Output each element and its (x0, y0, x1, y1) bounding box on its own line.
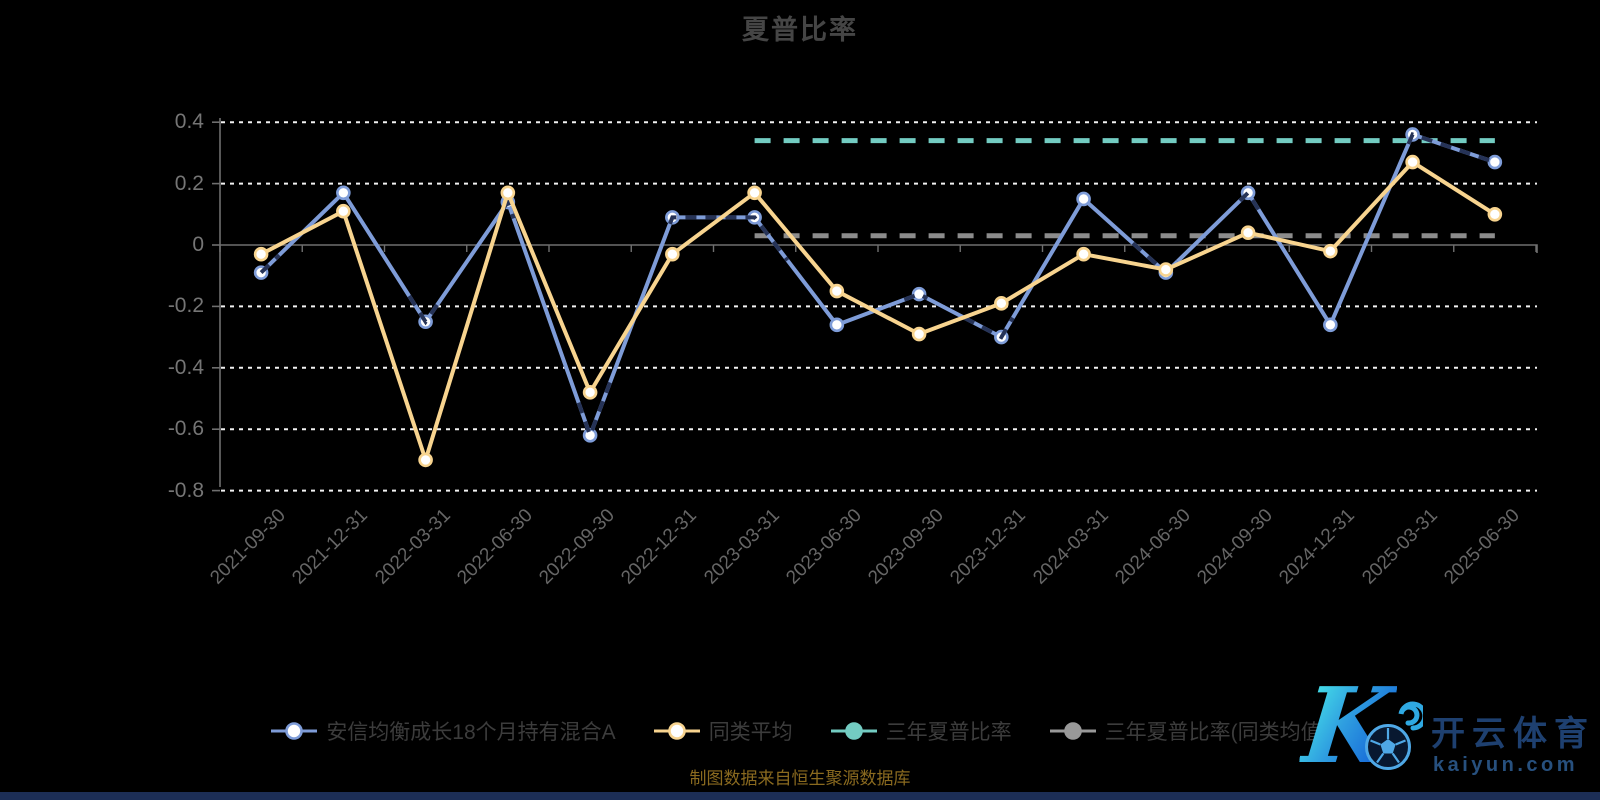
legend-marker-icon (1049, 722, 1096, 740)
source-note: 制图数据来自恒生聚源数据库 (689, 769, 911, 788)
legend-marker-icon (653, 722, 700, 740)
fund-line-dash-overlay (1238, 189, 1262, 213)
data-point-marker (747, 185, 762, 201)
data-point-marker (1405, 154, 1420, 170)
legend-marker-icon (830, 722, 877, 740)
fund-line-dash-overlay (407, 294, 439, 326)
data-point-marker (1323, 317, 1338, 333)
y-axis-label: -0.4 (167, 355, 204, 379)
data-point-marker (911, 326, 927, 342)
watermark-domain: kaiyun.com (1433, 754, 1579, 776)
legend-item-2[interactable]: 三年夏普比率 (830, 716, 1012, 746)
data-point-marker (1240, 225, 1256, 241)
data-point-marker (1158, 262, 1174, 277)
data-point-marker (418, 452, 433, 468)
data-point-marker (1323, 243, 1338, 259)
watermark[interactable]: K 开云体育 kaiyun.com (1285, 664, 1600, 793)
data-point-marker (829, 283, 845, 299)
data-point-marker (829, 317, 845, 333)
y-axis-label: -0.8 (167, 478, 204, 502)
chart-title: 夏普比率 (742, 15, 858, 45)
fund-line-dash-overlay (668, 215, 790, 262)
legend-item-1[interactable]: 同类平均 (653, 716, 793, 746)
legend-item-label: 三年夏普比率 (885, 721, 1012, 744)
data-point-marker (911, 286, 927, 302)
fund-line-dash-overlay (963, 316, 1015, 340)
y-axis-label: 0.4 (174, 110, 204, 134)
legend-item-label: 安信均衡成长18个月持有混合A (326, 721, 616, 744)
y-axis-label: 0 (192, 233, 204, 256)
legend-item-label: 三年夏普比率(同类均值) (1104, 721, 1329, 744)
series-line-fund (259, 132, 1496, 438)
legend-item-3[interactable]: 三年夏普比率(同类均值) (1049, 716, 1329, 746)
data-point-marker (665, 246, 680, 262)
data-point-marker (1487, 207, 1503, 222)
football-icon (1365, 724, 1411, 770)
fund-line-dash-overlay (1406, 132, 1496, 164)
data-point-marker (994, 296, 1009, 311)
y-axis-label: -0.2 (167, 294, 204, 318)
data-point-marker (582, 385, 598, 400)
watermark-brand: 开云体育 (1431, 715, 1595, 753)
swirl-icon (1398, 701, 1423, 731)
legend-marker-icon (271, 722, 318, 740)
fund-line-dash-overlay (259, 253, 281, 275)
x-axis-line (220, 244, 1538, 253)
legend-item-label: 同类平均 (708, 721, 793, 744)
data-point-marker (253, 246, 269, 262)
fund-line-dash-overlay (903, 291, 929, 302)
y-axis-label: 0.2 (174, 171, 204, 195)
data-point-marker (1487, 154, 1503, 170)
series-line-peer (260, 160, 1496, 462)
y-axis-label: -0.6 (167, 417, 204, 441)
data-point-marker (336, 203, 351, 219)
legend-item-0[interactable]: 安信均衡成长18个月持有混合A (271, 716, 616, 746)
data-point-marker (336, 185, 351, 201)
data-point-marker (1076, 191, 1091, 207)
data-point-marker (500, 185, 516, 201)
legend: 安信均衡成长18个月持有混合A 同类平均 三年夏普比率 三年夏普比率(同类均值) (0, 716, 1600, 746)
data-point-marker (1076, 246, 1091, 262)
bottom-bar (0, 792, 1600, 800)
